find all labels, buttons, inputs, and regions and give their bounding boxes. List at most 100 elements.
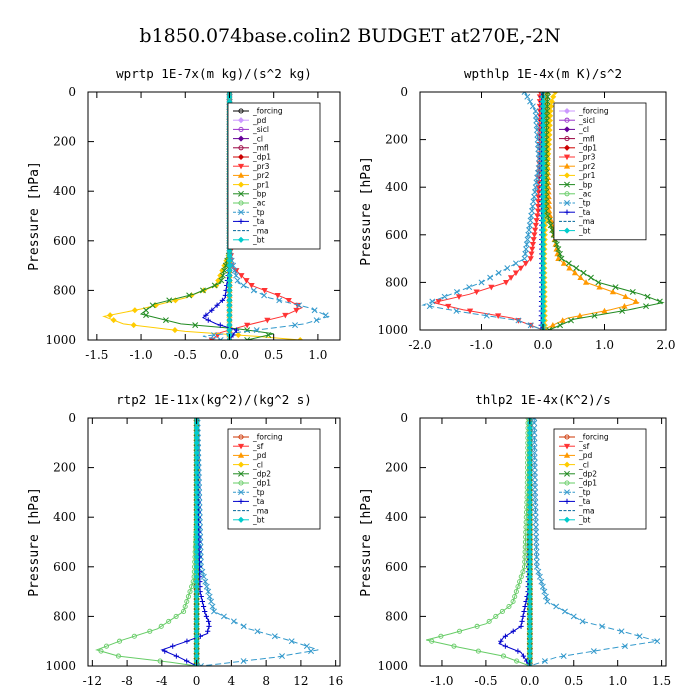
series-point_pr3 xyxy=(533,218,540,224)
series-point_pr1 xyxy=(171,327,178,334)
x-tick-label: 0.0 xyxy=(220,348,239,362)
series-point_dp1 xyxy=(182,603,188,610)
legend-entry: _pr1 xyxy=(578,171,596,180)
x-tick-label: 4 xyxy=(228,674,236,688)
legend-entry: _pr3 xyxy=(578,153,596,162)
series-point_tp xyxy=(534,169,541,176)
y-tick-label: 0 xyxy=(400,85,408,99)
y-tick-label: 600 xyxy=(385,228,408,242)
series-point_bp xyxy=(612,284,619,291)
legend-entry: _pr2 xyxy=(252,171,270,180)
series-point_tp xyxy=(211,608,217,615)
series-point_bp xyxy=(556,250,563,257)
series-point_pr3 xyxy=(531,232,538,239)
series-point_bp xyxy=(199,287,206,294)
legend-entry: _sf xyxy=(252,442,264,451)
series-point_tp xyxy=(322,312,329,319)
series-point_pr2 xyxy=(596,283,603,290)
series-point_bp xyxy=(619,308,626,314)
series-point_pr3 xyxy=(243,278,250,284)
series-point_tp xyxy=(211,332,217,338)
legend-marker xyxy=(564,117,570,123)
series-point_pr3 xyxy=(522,260,529,267)
series-point_ta xyxy=(162,648,168,654)
y-tick-label: 400 xyxy=(385,180,408,194)
series-point_tp xyxy=(553,603,560,610)
series-point_tp xyxy=(240,282,247,289)
series-point_tp xyxy=(296,302,303,309)
series-point_bp xyxy=(544,108,551,114)
series-point_tp xyxy=(206,593,213,600)
series-point_dp1 xyxy=(98,648,104,654)
series-point_bp xyxy=(591,312,598,319)
legend-entry: _sicl xyxy=(578,116,595,125)
series-point_tp xyxy=(534,174,541,181)
series-point_tp xyxy=(426,303,433,310)
series-group xyxy=(421,92,665,330)
legend-marker xyxy=(564,136,570,142)
series-point_tp xyxy=(226,92,233,95)
series-point_tp xyxy=(526,663,533,666)
series-point_tp xyxy=(233,272,240,279)
series-point_tp xyxy=(220,613,227,620)
series-point_dp1 xyxy=(158,623,164,629)
series-point_tp xyxy=(541,658,548,664)
series-point_bp xyxy=(544,112,550,119)
y-axis-label: Pressure [hPa] xyxy=(359,487,374,597)
series-point_tp xyxy=(531,193,538,200)
legend-marker xyxy=(237,516,245,523)
series-line_bp xyxy=(545,92,665,330)
series-point_tp xyxy=(535,146,542,153)
legend-marker xyxy=(238,470,244,477)
series-point_ta xyxy=(233,327,240,333)
series-point_pr3 xyxy=(502,280,510,286)
legend-entry: _tp xyxy=(578,488,591,497)
series-point_bp xyxy=(218,277,225,284)
series-point_tp xyxy=(532,494,539,501)
series-point_dp1 xyxy=(515,584,521,590)
series-point_tp xyxy=(288,638,295,645)
plot-frame xyxy=(87,91,341,341)
series-point_pr1 xyxy=(110,317,117,324)
series-point_tp xyxy=(522,250,529,257)
series-point_bp xyxy=(544,92,551,95)
series-point_tp xyxy=(209,603,216,610)
legend-entry: _ac xyxy=(578,190,591,199)
legend-entry: _ac xyxy=(252,199,265,208)
series-point_tp xyxy=(533,179,540,186)
legend-marker xyxy=(564,200,570,206)
series-point_ta xyxy=(170,643,176,649)
legend-marker xyxy=(564,181,570,188)
series-point_tp xyxy=(441,293,448,300)
chart-panel-3: rtp2 1E-11x(kg^2)/(kg^2 s) Pressure [hPa]… xyxy=(27,392,343,688)
series-point_bp xyxy=(149,302,156,309)
series-point_ta xyxy=(199,598,206,605)
y-tick-label: 800 xyxy=(53,283,76,297)
series-point_tp xyxy=(532,484,538,491)
series-point_dp1 xyxy=(512,594,518,600)
series-point_pr2 xyxy=(560,260,568,266)
legend: _forcing_pd_sicl_cl_mfl_dp1_pr3_pr2_pr1_… xyxy=(227,102,321,250)
series-point_tp xyxy=(529,103,536,110)
series-point_pr3 xyxy=(238,273,245,279)
series-point_ta xyxy=(184,658,190,664)
series-point_tp xyxy=(531,418,538,421)
series-point_tp xyxy=(478,279,485,286)
series-point_tp xyxy=(533,553,540,560)
series-point_bp xyxy=(162,317,169,324)
legend-entry: _bt xyxy=(252,516,265,525)
legend-entry: _dp1 xyxy=(578,144,597,153)
series-point_dp1 xyxy=(451,643,457,649)
series-point_tp xyxy=(240,623,247,630)
legend-entry: _dp2 xyxy=(578,470,597,479)
series-point_tp xyxy=(562,608,568,615)
series-point_ta xyxy=(510,628,516,634)
legend-marker xyxy=(238,434,244,440)
legend-entry: _dp1 xyxy=(252,153,271,162)
series-point_tp xyxy=(599,623,606,630)
legend-entry: _ma xyxy=(252,506,269,515)
legend-marker xyxy=(237,443,245,450)
series-point_tp xyxy=(198,663,204,666)
legend-entry: _pd xyxy=(252,116,267,125)
series-point_bp xyxy=(595,279,602,286)
